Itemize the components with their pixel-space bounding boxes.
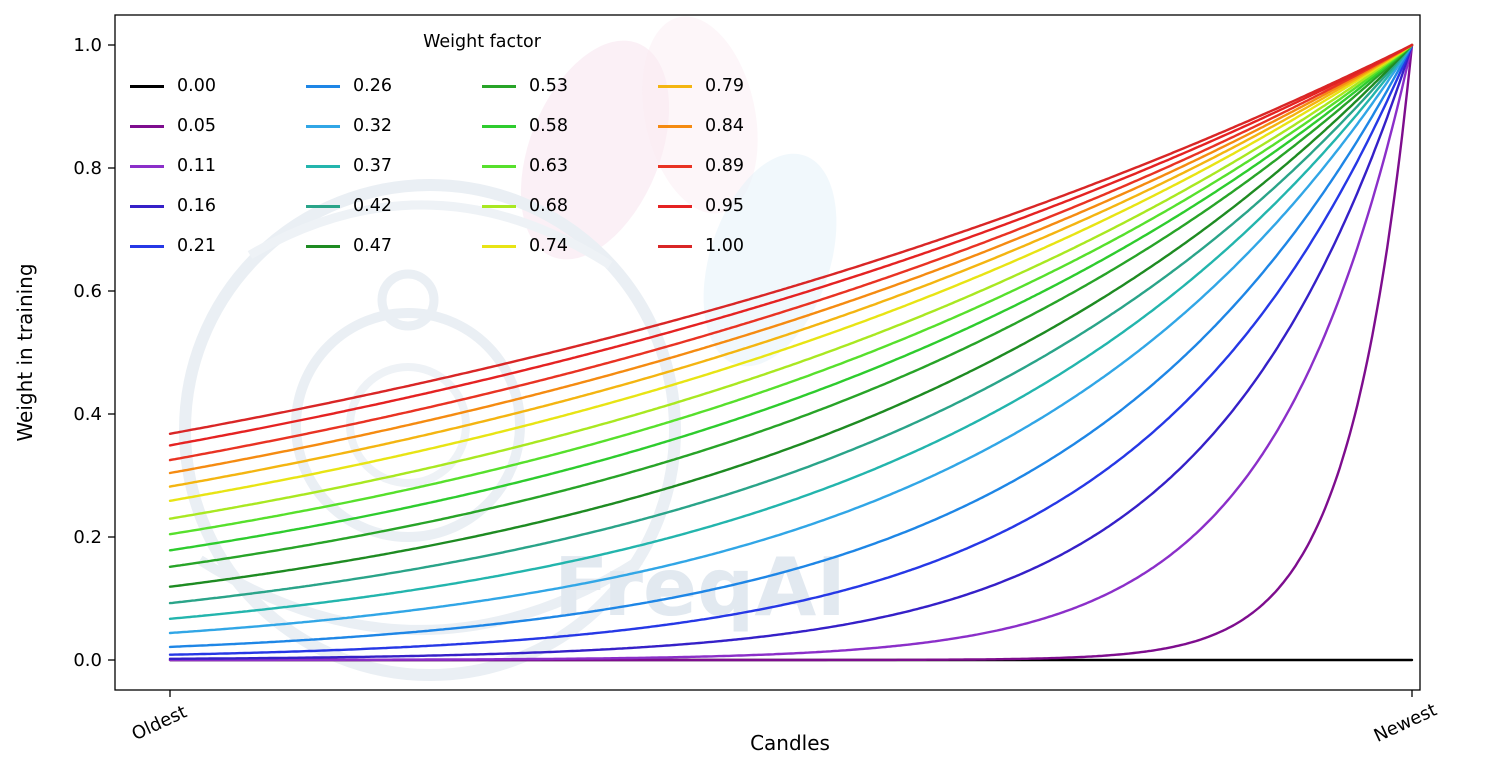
legend-label: 1.00 — [705, 236, 744, 256]
x-axis-label: Candles — [750, 731, 830, 755]
series-line-0.37 — [168, 43, 1414, 620]
series-line-0.68 — [168, 43, 1414, 520]
legend-item-0.68: 0.68 — [482, 196, 658, 216]
legend-label: 0.42 — [353, 196, 392, 216]
series-line-0.32 — [168, 43, 1414, 635]
series-line-0.21 — [168, 43, 1414, 656]
watermark-leaf-pink2 — [642, 16, 758, 214]
legend-label: 0.00 — [177, 76, 216, 96]
legend-label: 0.84 — [705, 116, 744, 136]
series-line-0.42 — [168, 43, 1414, 605]
legend-item-0.53: 0.53 — [482, 76, 658, 96]
legend-line-swatch — [482, 84, 516, 88]
legend-item-0.42: 0.42 — [306, 196, 482, 216]
series-line-0.47 — [168, 43, 1414, 588]
legend-item-0.26: 0.26 — [306, 76, 482, 96]
legend-item-0.32: 0.32 — [306, 116, 482, 136]
legend-item-0.21: 0.21 — [130, 236, 306, 256]
legend-line-swatch — [658, 244, 692, 248]
legend-line-swatch — [130, 204, 164, 208]
x-tick-label-oldest: Oldest — [129, 701, 191, 745]
legend-item-0.58: 0.58 — [482, 116, 658, 136]
legend-label: 0.74 — [529, 236, 568, 256]
watermark-leaf-pink — [520, 40, 670, 260]
legend-item-0.74: 0.74 — [482, 236, 658, 256]
legend-line-swatch — [658, 204, 692, 208]
legend-label: 0.68 — [529, 196, 568, 216]
legend-line-swatch — [130, 124, 164, 128]
legend-title: Weight factor — [423, 32, 541, 52]
plot-frame — [114, 14, 1421, 691]
legend-line-swatch — [658, 84, 692, 88]
legend-item-0.05: 0.05 — [130, 116, 306, 136]
series-line-0.89 — [168, 43, 1414, 462]
legend-line-swatch — [130, 244, 164, 248]
watermark-arc-top — [247, 200, 613, 269]
legend-label: 0.11 — [177, 156, 216, 176]
legend-item-0.95: 0.95 — [658, 196, 834, 216]
legend-item-0.89: 0.89 — [658, 156, 834, 176]
series-line-0.79 — [168, 43, 1414, 488]
legend-label: 0.37 — [353, 156, 392, 176]
legend-line-swatch — [658, 124, 692, 128]
legend-line-swatch — [482, 164, 516, 168]
legend-label: 0.95 — [705, 196, 744, 216]
y-axis-label: Weight in training — [13, 263, 37, 441]
legend-line-swatch — [658, 164, 692, 168]
legend-line-swatch — [482, 124, 516, 128]
legend-label: 0.63 — [529, 156, 568, 176]
legend-line-swatch — [306, 164, 340, 168]
series-line-0.74 — [168, 43, 1414, 502]
legend-line-swatch — [306, 244, 340, 248]
x-tick-label-newest: Newest — [1371, 699, 1440, 746]
legend-label: 0.79 — [705, 76, 744, 96]
legend-label: 0.58 — [529, 116, 568, 136]
legend-label: 0.05 — [177, 116, 216, 136]
legend-label: 0.32 — [353, 116, 392, 136]
y-tick-label: 0.8 — [73, 158, 102, 179]
y-tick-label: 0.6 — [73, 281, 102, 302]
legend-item-0.63: 0.63 — [482, 156, 658, 176]
y-tick-label: 1.0 — [73, 35, 102, 56]
legend-item-0.79: 0.79 — [658, 76, 834, 96]
legend-grid: 0.00 0.05 0.11 0.16 0.21 0.26 0.32 0.37 0.42 0.47… — [130, 66, 834, 266]
y-tick-label: 0.2 — [73, 527, 102, 548]
legend-item-0.11: 0.11 — [130, 156, 306, 176]
watermark-ring-mid — [291, 308, 525, 542]
legend-label: 0.16 — [177, 196, 216, 216]
legend-label: 0.89 — [705, 156, 744, 176]
series-line-0.58 — [168, 43, 1414, 552]
series-line-0.16 — [168, 43, 1414, 660]
legend-item-0.84: 0.84 — [658, 116, 834, 136]
legend-item-0.47: 0.47 — [306, 236, 482, 256]
series-line-0.26 — [168, 43, 1414, 649]
series-line-1.00 — [168, 43, 1414, 435]
chart-legend: Weight factor 0.00 0.05 0.11 0.16 0.21 0.26 0.… — [130, 32, 834, 266]
legend-item-0.37: 0.37 — [306, 156, 482, 176]
legend-item-0.00: 0.00 — [130, 76, 306, 96]
series-line-0.84 — [168, 43, 1414, 475]
y-tick-label: 0.0 — [73, 650, 102, 671]
series-line-0.53 — [168, 43, 1414, 568]
legend-line-swatch — [482, 204, 516, 208]
legend-line-swatch — [306, 124, 340, 128]
legend-line-swatch — [482, 244, 516, 248]
legend-label: 0.26 — [353, 76, 392, 96]
series-line-0.11 — [168, 43, 1414, 662]
legend-label: 0.53 — [529, 76, 568, 96]
series-line-0.63 — [168, 43, 1414, 536]
legend-item-0.16: 0.16 — [130, 196, 306, 216]
legend-label: 0.21 — [177, 236, 216, 256]
y-tick-label: 0.4 — [73, 404, 102, 425]
watermark-knob — [377, 269, 439, 331]
legend-item-1.00: 1.00 — [658, 236, 834, 256]
legend-line-swatch — [306, 84, 340, 88]
legend-line-swatch — [306, 204, 340, 208]
legend-line-swatch — [130, 164, 164, 168]
legend-label: 0.47 — [353, 236, 392, 256]
legend-line-swatch — [130, 84, 164, 88]
series-line-0.95 — [168, 43, 1414, 447]
